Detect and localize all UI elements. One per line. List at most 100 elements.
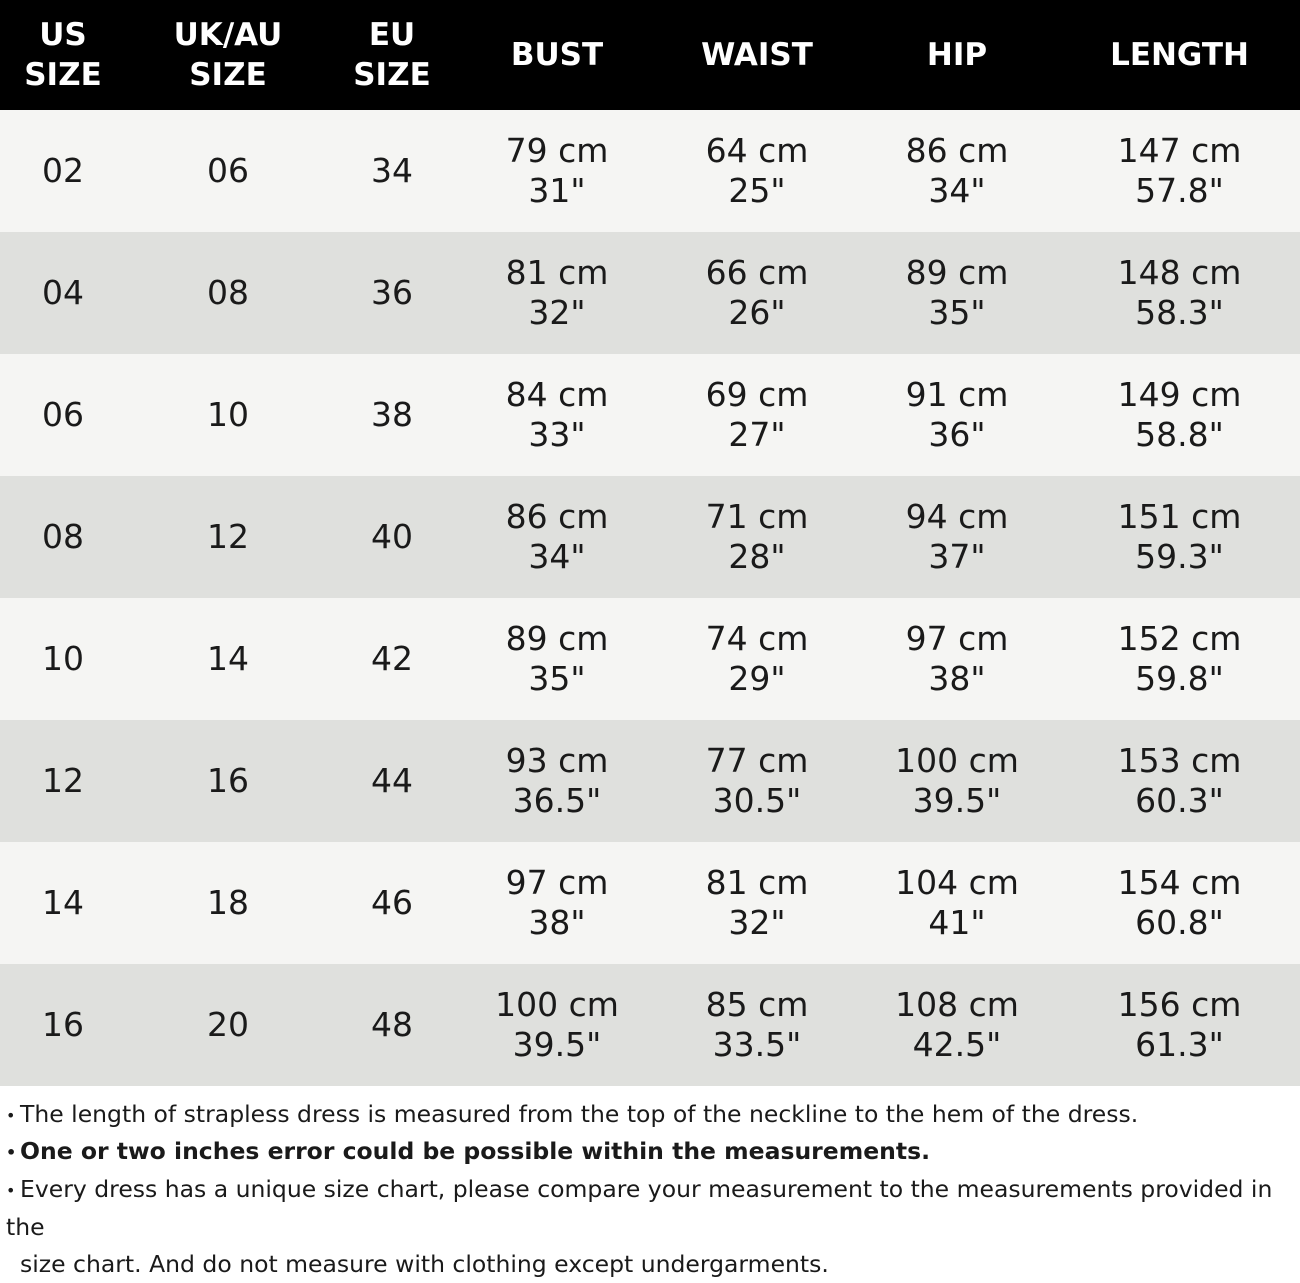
header-uk-au-size: UK/AU SIZE	[173, 17, 283, 93]
cell-hip-cm: 100 cm	[895, 741, 1019, 780]
header-eu-size: EU SIZE	[353, 17, 431, 93]
cell-bust: 79 cm 31"	[457, 110, 657, 232]
cell-hip-cm: 97 cm	[905, 619, 1009, 658]
cell-waist: 69 cm 27"	[657, 354, 857, 476]
cell-hip-cm: 94 cm	[905, 497, 1009, 536]
cell-us-size-value: 02	[42, 151, 84, 190]
cell-us-size-value: 06	[42, 395, 84, 434]
notes-section: • The length of strapless dress is measur…	[0, 1086, 1300, 1278]
cell-length: 154 cm 60.8"	[1059, 842, 1300, 964]
cell-eu-size-value: 48	[371, 1005, 413, 1044]
cell-bust: 97 cm 38"	[457, 842, 657, 964]
cell-bust-cm: 86 cm	[505, 497, 609, 536]
cell-uk-au-size: 20	[126, 964, 330, 1086]
cell-bust-cm: 100 cm	[495, 985, 619, 1024]
cell-eu-size: 44	[330, 720, 454, 842]
cell-uk-au-size-value: 12	[207, 517, 249, 556]
cell-eu-size-value: 44	[371, 761, 413, 800]
table-row: 08 12 40 86 cm 34" 71 cm 28" 94 cm 37" 151 cm 59.3…	[0, 476, 1300, 598]
cell-eu-size: 42	[330, 598, 454, 720]
header-length: LENGTH	[1110, 37, 1249, 73]
cell-us-size-value: 08	[42, 517, 84, 556]
cell-us-size: 04	[0, 232, 126, 354]
cell-bust-inches: 31"	[528, 171, 586, 210]
cell-hip-inches: 37"	[928, 537, 986, 576]
cell-waist-cm: 85 cm	[705, 985, 809, 1024]
cell-us-size-value: 10	[42, 639, 84, 678]
header-bust: BUST	[510, 37, 604, 73]
cell-waist-inches: 25"	[728, 171, 786, 210]
cell-bust-cm: 89 cm	[505, 619, 609, 658]
cell-us-size: 10	[0, 598, 126, 720]
cell-waist: 71 cm 28"	[657, 476, 857, 598]
cell-waist: 85 cm 33.5"	[657, 964, 857, 1086]
cell-us-size: 08	[0, 476, 126, 598]
cell-length: 151 cm 59.3"	[1059, 476, 1300, 598]
table-row: 10 14 42 89 cm 35" 74 cm 29" 97 cm 38" 152 cm 59.8…	[0, 598, 1300, 720]
cell-hip: 104 cm 41"	[857, 842, 1057, 964]
cell-waist: 74 cm 29"	[657, 598, 857, 720]
cell-us-size: 16	[0, 964, 126, 1086]
cell-length-inches: 60.3"	[1135, 781, 1224, 820]
cell-hip-inches: 35"	[928, 293, 986, 332]
cell-eu-size: 38	[330, 354, 454, 476]
cell-uk-au-size-value: 20	[207, 1005, 249, 1044]
cell-length-cm: 153 cm	[1117, 741, 1242, 780]
cell-eu-size-value: 38	[371, 395, 413, 434]
table-header: US SIZE UK/AU SIZE EU SIZE BUST WAIST HI…	[0, 0, 1300, 110]
cell-us-size: 14	[0, 842, 126, 964]
cell-length-cm: 149 cm	[1117, 375, 1242, 414]
cell-eu-size-value: 34	[371, 151, 413, 190]
header-us-size: US SIZE	[24, 17, 102, 93]
cell-waist-inches: 28"	[728, 537, 786, 576]
cell-us-size: 12	[0, 720, 126, 842]
cell-length-inches: 59.3"	[1135, 537, 1224, 576]
cell-bust: 93 cm 36.5"	[457, 720, 657, 842]
cell-length-inches: 59.8"	[1135, 659, 1224, 698]
cell-hip: 94 cm 37"	[857, 476, 1057, 598]
cell-bust-inches: 38"	[528, 903, 586, 942]
cell-bust-cm: 84 cm	[505, 375, 609, 414]
cell-eu-size-value: 46	[371, 883, 413, 922]
cell-bust-cm: 97 cm	[505, 863, 609, 902]
cell-uk-au-size-value: 06	[207, 151, 249, 190]
cell-length-inches: 57.8"	[1135, 171, 1224, 210]
cell-hip-inches: 42.5"	[912, 1025, 1002, 1064]
cell-waist-cm: 69 cm	[705, 375, 809, 414]
cell-bust-inches: 39.5"	[512, 1025, 602, 1064]
cell-hip: 108 cm 42.5"	[857, 964, 1057, 1086]
cell-uk-au-size: 10	[126, 354, 330, 476]
cell-length-inches: 61.3"	[1135, 1025, 1224, 1064]
cell-hip-inches: 41"	[928, 903, 986, 942]
cell-us-size-value: 16	[42, 1005, 84, 1044]
table-row: 04 08 36 81 cm 32" 66 cm 26" 89 cm 35" 148 cm 58.3…	[0, 232, 1300, 354]
cell-length-inches: 58.8"	[1135, 415, 1224, 454]
cell-uk-au-size: 18	[126, 842, 330, 964]
cell-length: 149 cm 58.8"	[1059, 354, 1300, 476]
cell-hip: 86 cm 34"	[857, 110, 1057, 232]
header-hip: HIP	[926, 37, 988, 73]
cell-bust-cm: 93 cm	[505, 741, 609, 780]
cell-uk-au-size: 12	[126, 476, 330, 598]
cell-bust-cm: 79 cm	[505, 131, 609, 170]
cell-waist-inches: 27"	[728, 415, 786, 454]
cell-length-cm: 151 cm	[1117, 497, 1242, 536]
cell-uk-au-size-value: 18	[207, 883, 249, 922]
cell-hip: 91 cm 36"	[857, 354, 1057, 476]
cell-length: 156 cm 61.3"	[1059, 964, 1300, 1086]
cell-waist-cm: 71 cm	[705, 497, 809, 536]
cell-us-size: 06	[0, 354, 126, 476]
table-row: 06 10 38 84 cm 33" 69 cm 27" 91 cm 36" 149 cm 58.8…	[0, 354, 1300, 476]
cell-waist-inches: 29"	[728, 659, 786, 698]
cell-uk-au-size-value: 16	[207, 761, 249, 800]
cell-bust: 100 cm 39.5"	[457, 964, 657, 1086]
cell-hip-inches: 36"	[928, 415, 986, 454]
cell-length-inches: 60.8"	[1135, 903, 1224, 942]
note-text: One or two inches error could be possibl…	[20, 1137, 931, 1165]
cell-hip-cm: 108 cm	[895, 985, 1019, 1024]
cell-length: 152 cm 59.8"	[1059, 598, 1300, 720]
cell-eu-size: 36	[330, 232, 454, 354]
cell-hip-cm: 86 cm	[905, 131, 1009, 170]
cell-waist-inches: 30.5"	[712, 781, 802, 820]
